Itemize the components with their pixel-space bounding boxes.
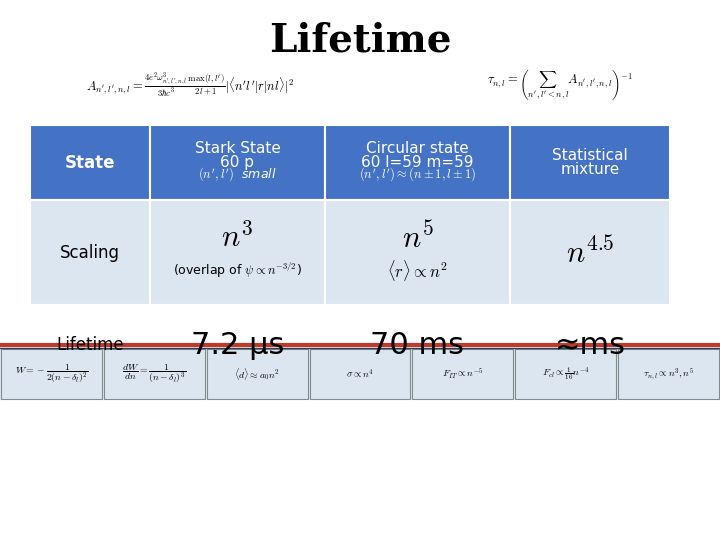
Text: $A_{n',l',n,l} = \frac{4e^2\omega^3_{n',l',n,l}}{3\hbar c^3} \frac{\max(l,l')}{2: $A_{n',l',n,l} = \frac{4e^2\omega^3_{n',… bbox=[86, 71, 294, 99]
Text: $\langle d \rangle \approx a_0 n^2$: $\langle d \rangle \approx a_0 n^2$ bbox=[234, 366, 280, 382]
FancyBboxPatch shape bbox=[150, 125, 325, 200]
FancyBboxPatch shape bbox=[618, 349, 719, 399]
Text: Circular state: Circular state bbox=[366, 141, 469, 156]
Text: $F_{cl} \propto \frac{1}{16}n^{-4}$: $F_{cl} \propto \frac{1}{16}n^{-4}$ bbox=[542, 366, 590, 382]
FancyBboxPatch shape bbox=[310, 349, 410, 399]
Text: State: State bbox=[65, 153, 115, 172]
FancyBboxPatch shape bbox=[510, 125, 670, 200]
Text: (overlap of $\psi \propto n^{-3/2}$): (overlap of $\psi \propto n^{-3/2}$) bbox=[173, 261, 302, 280]
Text: $(n',l') \approx (n\pm 1, l\pm 1)$: $(n',l') \approx (n\pm 1, l\pm 1)$ bbox=[359, 166, 476, 184]
Text: $F_{IT} \propto n^{-5}$: $F_{IT} \propto n^{-5}$ bbox=[442, 367, 484, 381]
FancyBboxPatch shape bbox=[150, 200, 325, 305]
FancyBboxPatch shape bbox=[325, 125, 510, 200]
Text: 70 ms: 70 ms bbox=[371, 330, 464, 360]
Text: $n^{4.5}$: $n^{4.5}$ bbox=[566, 237, 614, 268]
FancyBboxPatch shape bbox=[516, 349, 616, 399]
FancyBboxPatch shape bbox=[150, 305, 325, 385]
FancyBboxPatch shape bbox=[207, 349, 307, 399]
Text: $\tau_{n,l} \propto n^3, n^5$: $\tau_{n,l} \propto n^3, n^5$ bbox=[643, 366, 694, 382]
Text: Lifetime: Lifetime bbox=[269, 21, 451, 59]
Text: Statistical: Statistical bbox=[552, 148, 628, 163]
Text: ≈ms: ≈ms bbox=[554, 330, 626, 360]
Text: mixture: mixture bbox=[560, 162, 620, 177]
FancyBboxPatch shape bbox=[413, 349, 513, 399]
FancyBboxPatch shape bbox=[1, 349, 102, 399]
Text: Scaling: Scaling bbox=[60, 244, 120, 261]
Text: Lifetime: Lifetime bbox=[56, 336, 124, 354]
Text: $W=-\dfrac{1}{2(n-\delta_l)^2}$: $W=-\dfrac{1}{2(n-\delta_l)^2}$ bbox=[14, 362, 89, 386]
Text: $n^5$: $n^5$ bbox=[402, 221, 433, 254]
FancyBboxPatch shape bbox=[30, 125, 150, 200]
Text: $(n',l')$  small: $(n',l')$ small bbox=[198, 166, 276, 184]
Text: $n^3$: $n^3$ bbox=[222, 222, 253, 253]
FancyBboxPatch shape bbox=[30, 200, 150, 305]
FancyBboxPatch shape bbox=[30, 305, 150, 385]
Text: Stark State: Stark State bbox=[194, 141, 280, 156]
FancyBboxPatch shape bbox=[510, 305, 670, 385]
FancyBboxPatch shape bbox=[325, 305, 510, 385]
Text: $\sigma \propto n^4$: $\sigma \propto n^4$ bbox=[346, 367, 374, 381]
Text: $\dfrac{dW}{dn}=\dfrac{1}{(n-\delta_l)^3}$: $\dfrac{dW}{dn}=\dfrac{1}{(n-\delta_l)^3… bbox=[122, 362, 186, 386]
Text: $\tau_{n,l} = \left(\sum_{n',l'<n,l} A_{n',l',n,l}\right)^{-1}$: $\tau_{n,l} = \left(\sum_{n',l'<n,l} A_{… bbox=[487, 68, 633, 102]
FancyBboxPatch shape bbox=[325, 200, 510, 305]
FancyBboxPatch shape bbox=[510, 200, 670, 305]
Text: 60 p: 60 p bbox=[220, 155, 254, 170]
FancyBboxPatch shape bbox=[104, 349, 204, 399]
Text: 60 l=59 m=59: 60 l=59 m=59 bbox=[361, 155, 474, 170]
Text: $\langle r \rangle \propto n^2$: $\langle r \rangle \propto n^2$ bbox=[387, 258, 448, 283]
Text: 7.2 μs: 7.2 μs bbox=[191, 330, 284, 360]
FancyBboxPatch shape bbox=[0, 348, 720, 400]
